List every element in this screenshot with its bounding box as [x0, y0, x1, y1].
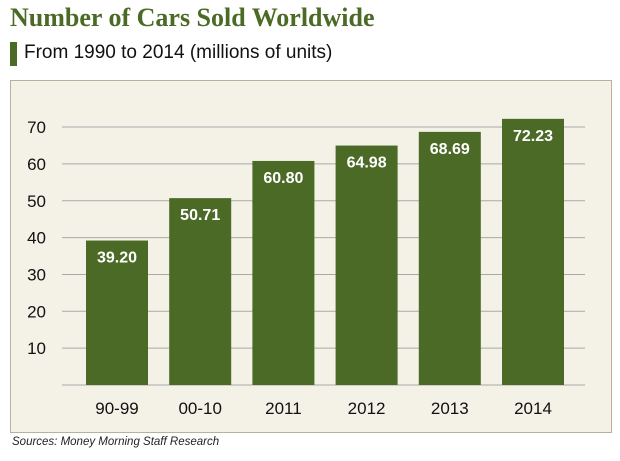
x-tick-label-00-10: 00-10 — [178, 399, 221, 418]
chart-subtitle: From 1990 to 2014 (millions of units) — [24, 42, 333, 63]
x-tick-label-2012: 2012 — [348, 399, 386, 418]
subtitle-accent-bar — [10, 42, 17, 66]
x-tick-label-2013: 2013 — [431, 399, 469, 418]
value-label-2013: 68.69 — [430, 141, 470, 158]
y-tick-label-30: 30 — [27, 265, 46, 284]
value-label-2012: 64.98 — [347, 155, 387, 172]
bar-90-99 — [86, 240, 148, 385]
source-prefix: Sources: Money Morning — [12, 436, 140, 448]
value-label-2011: 60.80 — [263, 170, 303, 187]
source-suffix: Staff Research — [143, 436, 220, 448]
value-label-90-99: 39.20 — [97, 250, 137, 267]
chart-title: Number of Cars Sold Worldwide — [10, 3, 375, 32]
x-tick-label-2011: 2011 — [265, 399, 302, 418]
x-tick-label-90-99: 90-99 — [95, 399, 138, 418]
y-tick-label-60: 60 — [27, 155, 46, 174]
y-tick-label-20: 20 — [27, 302, 46, 321]
source-note: Sources: Money Morning Staff Research — [12, 436, 219, 448]
y-tick-label-40: 40 — [27, 229, 46, 248]
x-tick-label-2014: 2014 — [514, 399, 552, 418]
bar-2014 — [502, 118, 564, 385]
value-label-00-10: 50.71 — [180, 207, 220, 224]
bar-2013 — [418, 131, 481, 385]
bar-2012 — [335, 145, 398, 385]
value-label-2014: 72.23 — [513, 128, 553, 145]
y-tick-label-70: 70 — [27, 118, 46, 137]
bar-2011 — [252, 160, 315, 385]
y-tick-label-10: 10 — [27, 339, 46, 358]
bar-00-10 — [169, 198, 232, 385]
y-tick-label-50: 50 — [27, 192, 46, 211]
